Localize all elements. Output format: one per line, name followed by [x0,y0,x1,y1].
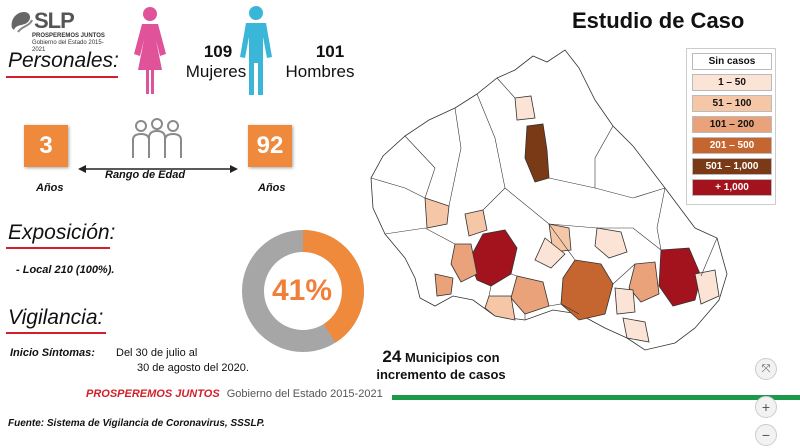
woman-icon [134,7,166,94]
zoom-out-button[interactable]: − [755,424,777,446]
exposicion-heading: Exposición: [8,221,116,244]
map-region-light-1 [450,243,478,283]
legend-item: 201 – 500 [692,137,772,154]
map-region-light-14 [614,287,636,315]
state-map [370,49,728,351]
legend-item: 51 – 100 [692,95,772,112]
map-region-light-10 [434,273,454,297]
logo: SLP PROSPEREMOS JUNTOS Gobierno del Esta… [6,6,106,53]
vigilancia-heading: Vigilancia: [8,306,104,329]
footer-source: Fuente: Sistema de Vigilancia de Coronav… [8,418,265,429]
personales-heading: Personales: [8,49,119,72]
percentage-text: 41% [272,274,333,307]
legend-item: 101 – 200 [692,116,772,133]
logo-icon [11,12,33,33]
map-region-light-9 [464,209,488,237]
age-min-label: Años [36,182,64,194]
footer-green-bar [392,395,800,400]
percentage-donut [242,230,364,352]
map-region-light-8 [694,269,720,305]
logo-text: SLP [34,8,75,33]
age-max-box: 92 [248,125,292,167]
map-region-light-5 [484,295,516,321]
map-region-light-12 [622,317,650,343]
municipios-count: 24 [382,347,402,366]
exposicion-underline [6,247,110,249]
legend-item: 1 – 50 [692,74,772,91]
legend-item: + 1,000 [692,179,772,196]
municipios-line2: incremento de casos [376,367,506,382]
footer-brand-name: PROSPEREMOS JUNTOS [86,388,220,400]
zoom-in-button[interactable]: + [755,396,777,418]
age-range-arrow-icon [78,165,238,173]
minus-icon: − [761,427,771,443]
municipios-line1: Municipios con [404,350,500,365]
map-region-light-13 [534,237,566,269]
map-region-orange-center [560,259,614,321]
women-label: Mujeres [185,62,247,81]
map-region-light-4 [628,261,660,303]
footer-gov: Gobierno del Estado 2015-2021 [226,388,383,400]
men-label: Hombres [285,62,355,81]
exposicion-detail: - Local 210 (100%). [16,264,115,276]
fit-screen-button[interactable]: ⤧ [755,358,777,380]
plus-icon: + [761,399,771,415]
vigilancia-underline [6,332,106,334]
map-region-light-7 [424,197,450,229]
age-max-label: Años [258,182,286,194]
inicio-sintomas-line2: 30 de agosto del 2020. [137,362,249,374]
age-range-label: Rango de Edad [105,169,186,181]
inicio-sintomas-label: Inicio Síntomas: [10,347,95,359]
map-region-light-2 [510,275,550,315]
map-region-light-6 [594,227,628,259]
personales-underline [6,76,118,78]
page-title: Estudio de Caso [572,8,745,33]
logo-subtitle: PROSPEREMOS JUNTOS Gobierno del Estado 2… [32,33,105,53]
people-group-icon [132,118,182,158]
footer-brand: PROSPEREMOS JUNTOS Gobierno del Estado 2… [86,388,383,400]
man-icon [240,6,272,95]
map-region-light-11 [514,95,536,121]
legend-item: 501 – 1,000 [692,158,772,175]
map-region-red-east [658,247,702,307]
municipios-text: 24 Municipios con incremento de casos [358,347,524,382]
age-min-box: 3 [24,125,68,167]
inicio-sintomas-line1: Del 30 de julio al [116,347,198,359]
legend-item: Sin casos [692,53,772,70]
men-count: 101 [315,42,345,61]
women-count: 109 [203,42,233,61]
fit-screen-icon: ⤧ [761,362,771,375]
map-region-light-3 [548,223,572,253]
map-legend: Sin casos 1 – 50 51 – 100 101 – 200 201 – 50… [686,48,776,205]
